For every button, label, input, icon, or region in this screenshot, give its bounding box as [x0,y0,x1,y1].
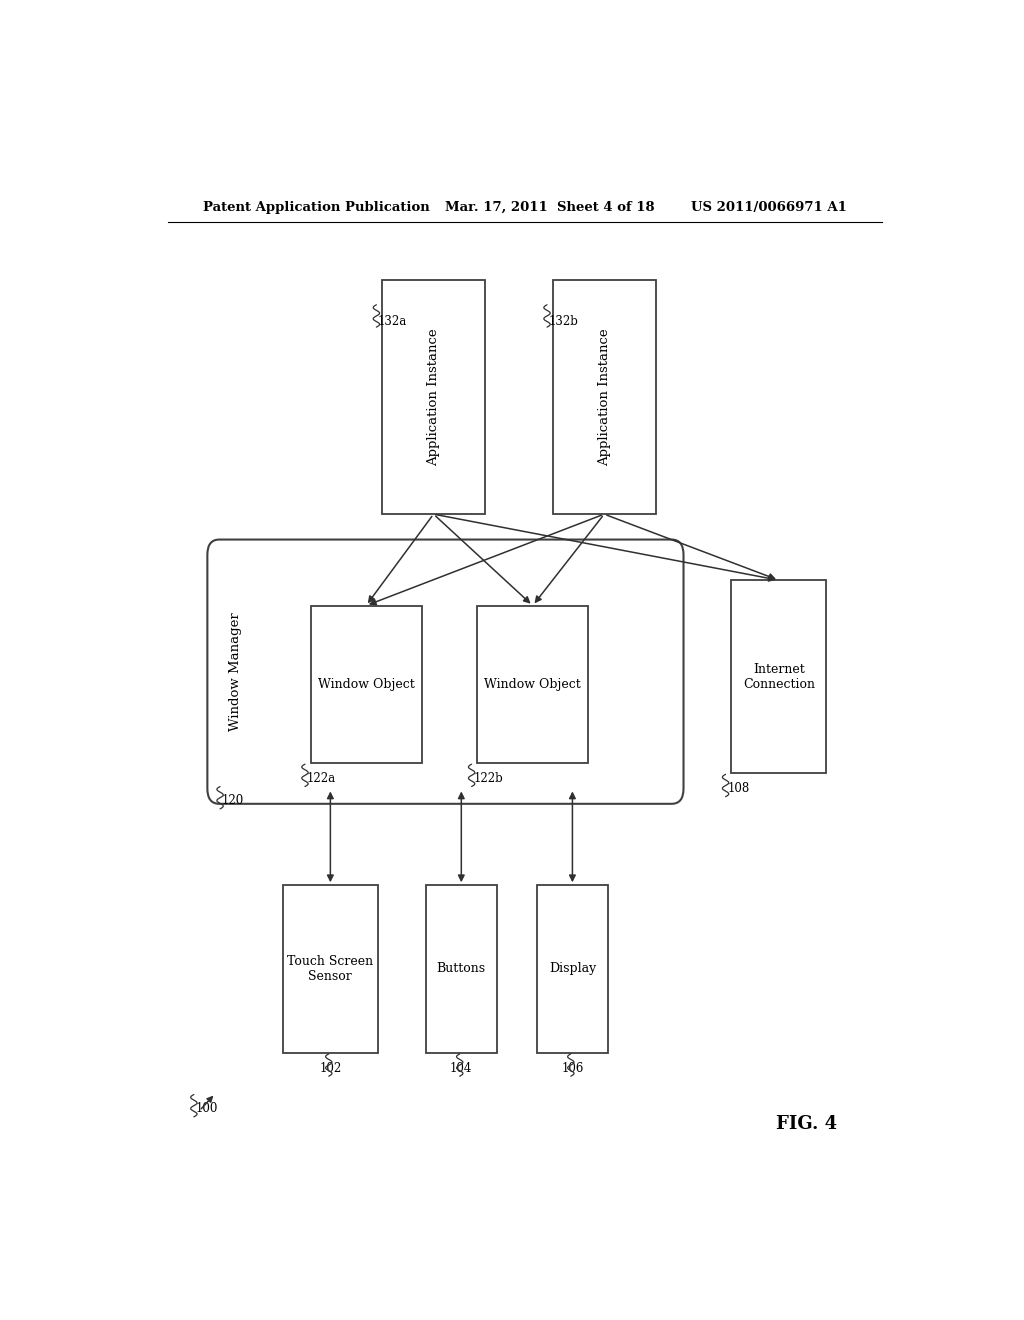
Text: Window Object: Window Object [317,678,415,690]
Text: Application Instance: Application Instance [427,329,440,466]
Text: 106: 106 [561,1061,584,1074]
Text: 132a: 132a [378,314,408,327]
Text: Touch Screen
Sensor: Touch Screen Sensor [288,954,374,983]
Text: Buttons: Buttons [437,962,485,975]
Text: US 2011/0066971 A1: US 2011/0066971 A1 [691,201,847,214]
Bar [426,886,497,1053]
Text: 122a: 122a [306,772,336,785]
Bar [310,606,422,763]
Text: Internet
Connection: Internet Connection [742,663,815,690]
Text: 122b: 122b [473,772,503,785]
Text: 100: 100 [196,1102,218,1115]
Bar [537,886,608,1053]
Text: Window Object: Window Object [484,678,581,690]
Text: Application Instance: Application Instance [598,329,610,466]
FancyBboxPatch shape [207,540,684,804]
Text: 120: 120 [221,795,244,808]
Text: Patent Application Publication: Patent Application Publication [204,201,430,214]
Text: 104: 104 [451,1061,472,1074]
Bar [553,280,655,515]
Text: 132b: 132b [549,314,579,327]
Bar [283,886,378,1053]
Bar [382,280,485,515]
Text: Mar. 17, 2011  Sheet 4 of 18: Mar. 17, 2011 Sheet 4 of 18 [445,201,655,214]
Text: 102: 102 [319,1061,341,1074]
Text: 108: 108 [727,781,750,795]
Bar [477,606,589,763]
Text: Display: Display [549,962,596,975]
Text: Window Manager: Window Manager [228,612,242,731]
Text: FIG. 4: FIG. 4 [776,1115,837,1133]
Bar [731,581,826,774]
